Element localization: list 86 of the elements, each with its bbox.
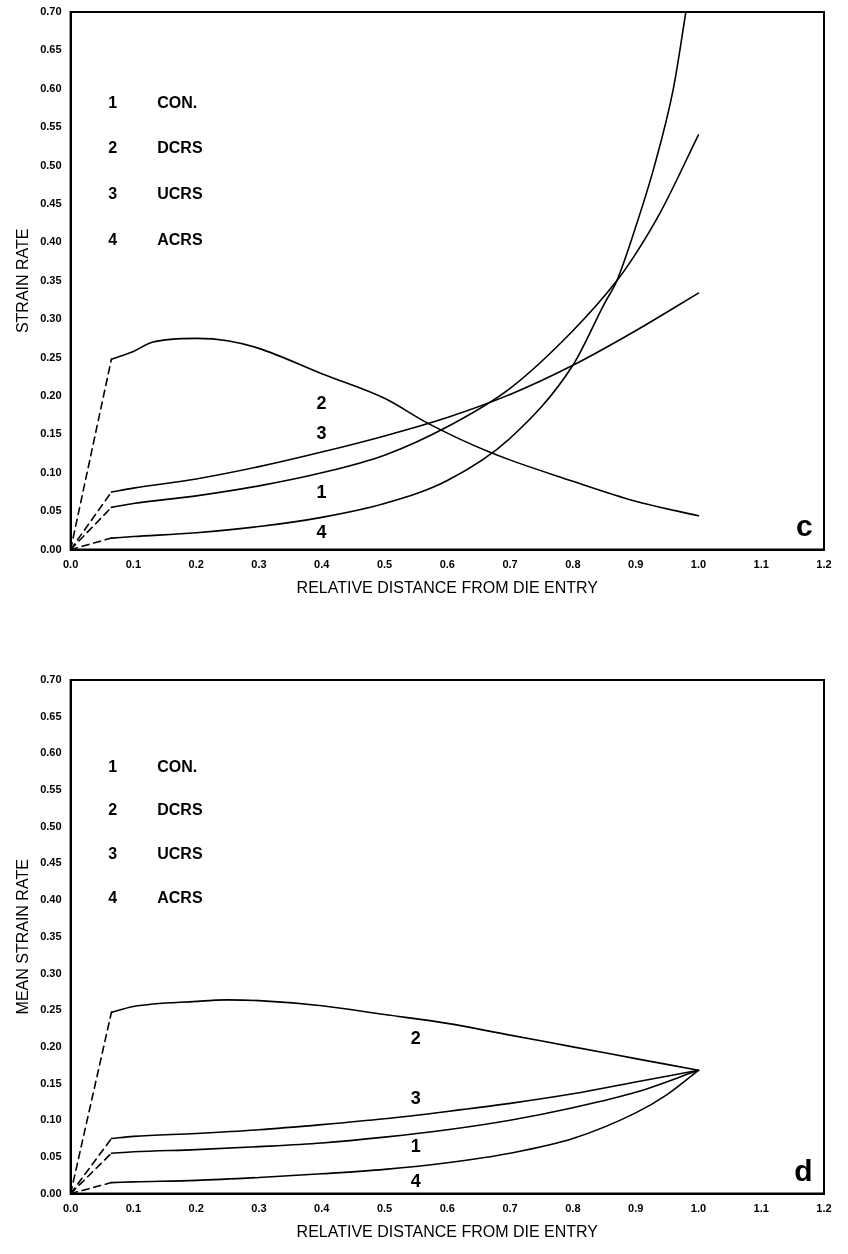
x-tick-label: 0.6 bbox=[439, 1202, 455, 1215]
annotation: 4 bbox=[316, 522, 327, 543]
annotation: d bbox=[794, 1154, 813, 1188]
x-tick-label: 0.3 bbox=[251, 1202, 267, 1215]
y-tick-label: 0.55 bbox=[40, 120, 62, 133]
y-tick-label: 0.05 bbox=[40, 1149, 62, 1162]
annotation: 2 bbox=[108, 801, 118, 819]
y-tick-label: 0.25 bbox=[40, 1003, 62, 1016]
x-axis-title: RELATIVE DISTANCE FROM DIE ENTRY bbox=[296, 1222, 599, 1240]
y-tick-label: 0.35 bbox=[40, 929, 62, 942]
y-tick-label: 0.10 bbox=[40, 1113, 62, 1126]
y-tick-label: 0.40 bbox=[40, 235, 62, 248]
y-tick-label: 0.65 bbox=[40, 43, 62, 56]
y-tick-label: 0.70 bbox=[40, 5, 62, 18]
x-tick-label: 1.0 bbox=[690, 558, 707, 571]
x-tick-label: 1.2 bbox=[816, 558, 832, 571]
x-tick-label: 0.0 bbox=[62, 558, 79, 571]
annotation: 2 bbox=[316, 393, 327, 414]
annotation: UCRS bbox=[157, 845, 203, 863]
x-tick-label: 0.5 bbox=[376, 1202, 393, 1215]
y-tick-label: 0.45 bbox=[40, 856, 62, 869]
annotation: c bbox=[796, 509, 813, 543]
y-tick-label: 0.05 bbox=[40, 504, 62, 517]
annotation: 4 bbox=[410, 1171, 421, 1192]
y-tick-label: 0.50 bbox=[40, 819, 62, 832]
annotation: ACRS bbox=[157, 230, 203, 248]
annotation: 4 bbox=[108, 230, 118, 248]
y-tick-label: 0.30 bbox=[40, 966, 62, 979]
y-tick-label: 0.00 bbox=[40, 1186, 62, 1199]
y-axis-title: MEAN STRAIN RATE bbox=[14, 859, 32, 1015]
annotation: CON. bbox=[157, 93, 198, 111]
x-tick-label: 0.0 bbox=[62, 1202, 79, 1215]
y-tick-label: 0.00 bbox=[40, 542, 62, 555]
annotation: UCRS bbox=[157, 185, 203, 203]
annotation: 3 bbox=[410, 1087, 421, 1108]
x-tick-label: 0.3 bbox=[251, 558, 267, 571]
y-tick-label: 0.60 bbox=[40, 746, 62, 759]
y-tick-label: 0.20 bbox=[40, 389, 62, 402]
x-tick-label: 1.1 bbox=[753, 1202, 769, 1215]
annotation: 4 bbox=[108, 888, 118, 906]
x-tick-label: 0.4 bbox=[314, 1202, 331, 1215]
x-tick-label: 0.8 bbox=[565, 1202, 581, 1215]
annotation: 1 bbox=[108, 93, 118, 111]
annotation: 2 bbox=[108, 139, 118, 157]
x-tick-label: 0.9 bbox=[628, 1202, 644, 1215]
x-tick-label: 1.2 bbox=[816, 1202, 832, 1215]
x-tick-label: 0.5 bbox=[376, 558, 393, 571]
x-tick-label: 0.7 bbox=[502, 558, 518, 571]
annotation: 3 bbox=[108, 845, 118, 863]
annotation: 3 bbox=[108, 185, 118, 203]
x-tick-label: 0.9 bbox=[628, 558, 644, 571]
y-tick-label: 0.55 bbox=[40, 783, 62, 796]
y-tick-label: 0.70 bbox=[40, 673, 62, 686]
y-tick-label: 0.50 bbox=[40, 158, 62, 171]
annotation: 1 bbox=[316, 482, 327, 503]
annotation: 1 bbox=[410, 1136, 421, 1157]
x-tick-label: 0.8 bbox=[565, 558, 581, 571]
y-axis-title: STRAIN RATE bbox=[14, 228, 32, 334]
x-tick-label: 0.1 bbox=[125, 558, 142, 571]
x-tick-label: 0.2 bbox=[188, 558, 204, 571]
annotation: DCRS bbox=[157, 801, 203, 819]
y-tick-label: 0.30 bbox=[40, 312, 62, 325]
y-tick-label: 0.25 bbox=[40, 350, 62, 363]
x-tick-label: 1.1 bbox=[753, 558, 769, 571]
annotation: ACRS bbox=[157, 888, 203, 906]
x-tick-label: 1.0 bbox=[690, 1202, 707, 1215]
y-tick-label: 0.60 bbox=[40, 81, 62, 94]
annotation: 1 bbox=[108, 757, 118, 775]
x-tick-label: 0.1 bbox=[125, 1202, 142, 1215]
x-tick-label: 0.4 bbox=[314, 558, 331, 571]
y-tick-label: 0.15 bbox=[40, 1076, 62, 1089]
y-tick-label: 0.10 bbox=[40, 465, 62, 478]
y-tick-label: 0.20 bbox=[40, 1039, 62, 1052]
annotation: CON. bbox=[157, 757, 198, 775]
annotation: DCRS bbox=[157, 139, 203, 157]
annotation: 3 bbox=[316, 422, 327, 443]
x-tick-label: 0.2 bbox=[188, 1202, 204, 1215]
y-tick-label: 0.40 bbox=[40, 893, 62, 906]
x-axis-title: RELATIVE DISTANCE FROM DIE ENTRY bbox=[296, 578, 599, 596]
annotation: 2 bbox=[410, 1028, 421, 1049]
y-tick-label: 0.35 bbox=[40, 273, 62, 286]
y-tick-label: 0.45 bbox=[40, 197, 62, 210]
x-tick-label: 0.6 bbox=[439, 558, 455, 571]
y-tick-label: 0.65 bbox=[40, 709, 62, 722]
y-tick-label: 0.15 bbox=[40, 427, 62, 440]
x-tick-label: 0.7 bbox=[502, 1202, 518, 1215]
